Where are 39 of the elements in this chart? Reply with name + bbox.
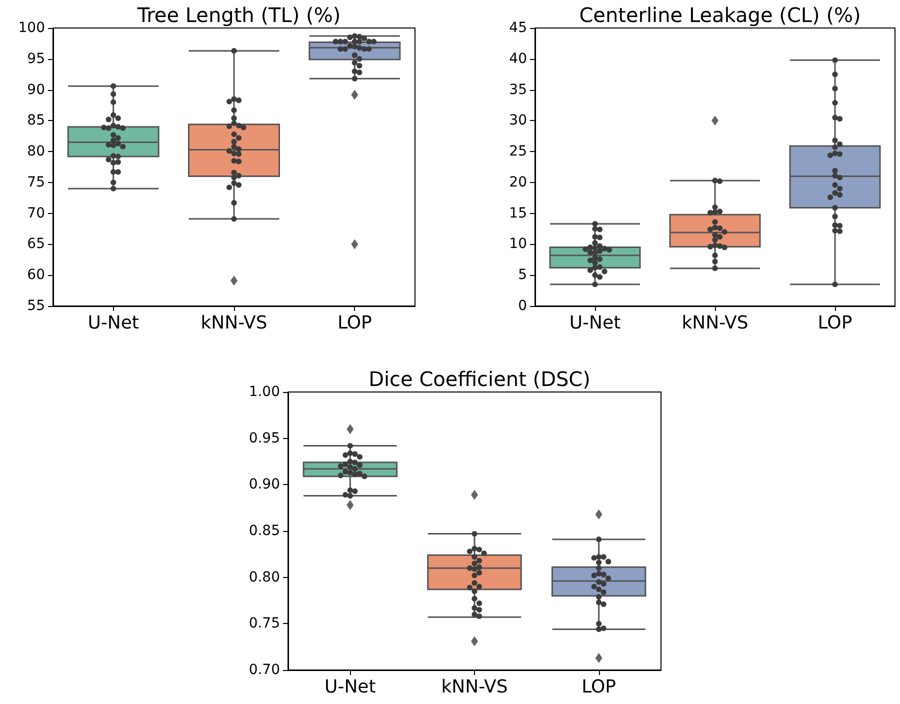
y-tick-label: 0 [518,298,527,314]
y-tick-label: 0.95 [248,430,280,446]
x-tick-label: LOP [337,312,372,334]
y-tick-label: 15 [509,205,527,222]
y-tick-label: 0.85 [248,523,280,539]
y-tick-label: 40 [509,50,527,67]
y-tick-label: 20 [509,174,527,190]
y-tick-label: 85 [27,112,45,129]
x-tick-label: kNN-VS [441,676,508,698]
y-tick-label: 95 [27,50,45,67]
y-tick-label: 0.70 [248,662,280,678]
chart-title: Centerline Leakage (CL) (%) [579,3,861,27]
x-tick-label: LOP [818,312,852,334]
y-tick-label: 80 [27,144,45,160]
x-tick-label: LOP [582,676,616,698]
x-tick-label: kNN-VS [200,312,268,334]
y-tick-label: 35 [509,82,527,98]
y-tick-label: 90 [27,82,45,98]
y-tick-label: 5 [518,267,527,284]
y-tick-label: 30 [509,112,527,129]
x-tick-label: U-Net [324,676,376,698]
y-tick-label: 55 [27,298,45,314]
y-tick-label: 0.90 [248,476,280,493]
x-tick-label: U-Net [88,312,139,334]
chart-title: Dice Coefficient (DSC) [368,367,590,391]
y-tick-label: 45 [509,20,527,36]
y-tick-label: 75 [27,174,45,190]
y-tick-label: 100 [18,20,45,36]
y-tick-label: 0.75 [248,616,280,632]
y-tick-label: 65 [27,236,45,252]
y-tick-label: 60 [27,267,45,284]
y-tick-label: 10 [509,236,527,252]
y-tick-label: 1.00 [248,384,280,400]
chart-title: Tree Length (TL) (%) [136,3,341,27]
x-tick-label: kNN-VS [682,312,748,334]
y-tick-label: 70 [27,205,45,222]
x-tick-label: U-Net [569,312,621,334]
y-tick-label: 25 [509,144,527,160]
y-tick-label: 0.80 [248,569,280,586]
